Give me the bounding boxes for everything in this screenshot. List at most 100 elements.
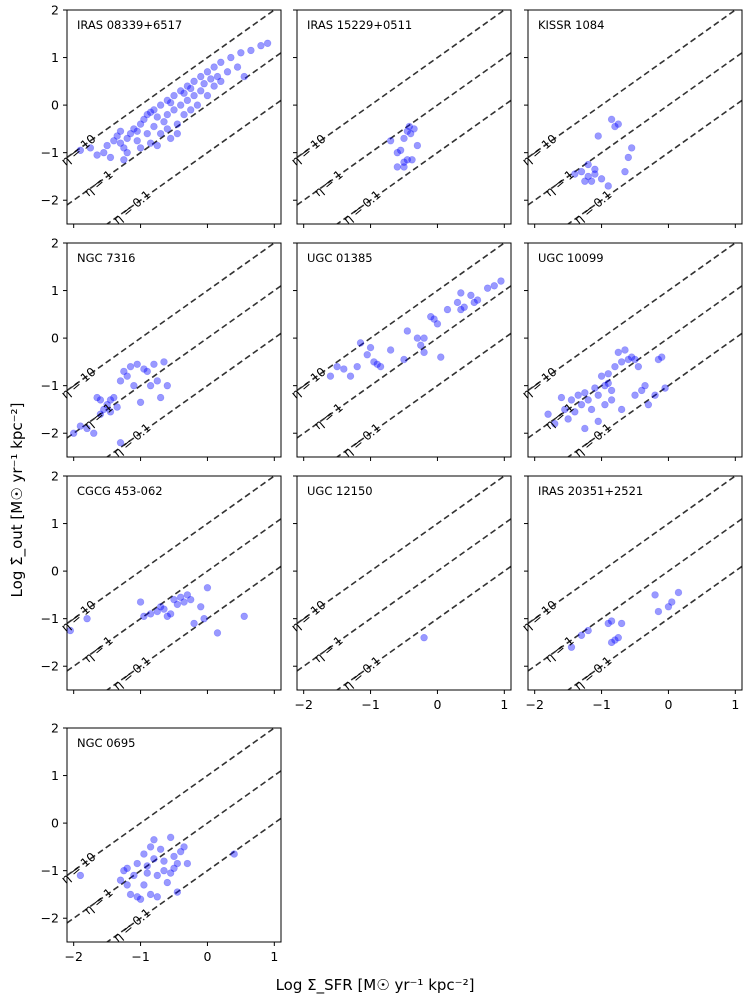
eta-label: η = 0.1 <box>340 421 383 460</box>
eta-lines <box>297 243 511 457</box>
data-point <box>594 391 602 399</box>
data-point <box>180 89 188 97</box>
panel-title: UGC 01385 <box>307 251 373 265</box>
data-point <box>143 862 151 870</box>
data-point <box>187 106 195 114</box>
data-point <box>651 591 659 599</box>
eta-line <box>335 332 511 457</box>
data-point <box>197 72 205 81</box>
data-point <box>607 386 616 395</box>
data-point <box>143 129 151 138</box>
eta-line <box>528 10 737 159</box>
data-point <box>90 429 98 437</box>
data-point <box>413 334 422 342</box>
data-point <box>120 144 128 152</box>
data-point <box>153 113 161 121</box>
data-point <box>386 346 395 354</box>
data-point <box>67 626 75 635</box>
data-point <box>180 598 188 606</box>
data-point <box>76 871 85 880</box>
data-point <box>176 847 185 856</box>
eta-line <box>67 52 281 206</box>
data-point <box>200 80 208 88</box>
eta-label: η = 0.1 <box>571 188 614 227</box>
data-point <box>564 415 572 423</box>
data-point <box>340 365 348 373</box>
y-tick-label: 0 <box>51 331 59 346</box>
eta-label: η = 0.1 <box>340 654 383 693</box>
data-point <box>150 855 158 863</box>
eta-line <box>297 243 506 392</box>
eta-label: η = 0.1 <box>571 421 614 460</box>
data-point <box>156 393 165 402</box>
data-points <box>420 633 428 642</box>
eta-lines <box>528 243 742 457</box>
data-point <box>604 370 612 378</box>
data-point <box>203 91 212 100</box>
panel-cgcg-453-062: η = 10η = 1η = 0.1 CGCG 453-062 −2 −1 0 1 2 <box>41 469 282 694</box>
data-point <box>607 115 616 124</box>
data-point <box>420 348 428 357</box>
eta-line <box>528 476 737 625</box>
panel-frame <box>66 727 282 943</box>
data-point <box>483 284 492 292</box>
data-point <box>153 141 161 150</box>
data-point <box>146 843 155 851</box>
data-point <box>146 381 155 390</box>
eta-lines <box>297 10 511 224</box>
data-point <box>116 139 125 147</box>
y-tick-label: 1 <box>51 516 59 531</box>
data-point <box>611 362 619 371</box>
eta-line <box>67 243 276 392</box>
eta-label: η = 10 <box>519 132 559 169</box>
data-point <box>240 72 248 81</box>
data-point <box>217 77 225 86</box>
data-point <box>604 182 612 190</box>
panel-title: NGC 0695 <box>77 736 135 750</box>
eta-line <box>528 52 742 206</box>
panel-title: UGC 12150 <box>307 484 373 498</box>
data-point <box>624 153 633 162</box>
data-point <box>146 139 155 147</box>
eta-label: η = 0.1 <box>110 654 153 693</box>
data-point <box>406 129 415 138</box>
eta-label: η = 10 <box>58 365 98 402</box>
data-point <box>176 593 185 601</box>
y-tick-label: −1 <box>41 611 59 626</box>
eta-label: η = 0.1 <box>110 906 153 945</box>
data-point <box>497 277 505 285</box>
x-tick-label: −1 <box>361 697 379 712</box>
data-point <box>170 91 178 100</box>
data-point <box>634 362 643 371</box>
data-point <box>607 638 616 647</box>
data-point <box>614 120 622 128</box>
eta-lines <box>67 476 281 690</box>
data-points <box>571 115 636 190</box>
data-point <box>126 362 135 371</box>
data-point <box>130 125 138 133</box>
data-point <box>561 405 569 414</box>
data-point <box>430 315 438 323</box>
eta-label: η = 1 <box>81 167 115 199</box>
data-point <box>136 598 145 606</box>
data-point <box>396 146 405 154</box>
data-point <box>611 636 619 644</box>
data-point <box>146 108 155 116</box>
data-point <box>213 72 222 81</box>
eta-line <box>67 518 281 672</box>
data-point <box>567 396 576 404</box>
data-point <box>150 836 158 844</box>
data-point <box>110 137 118 145</box>
eta-line <box>67 476 276 625</box>
data-point <box>664 603 673 611</box>
y-tick-label: 2 <box>51 721 59 736</box>
x-tick-label: −1 <box>131 949 149 964</box>
data-point <box>571 408 579 416</box>
y-tick-label: −2 <box>41 911 59 926</box>
panel-frame <box>66 475 282 691</box>
eta-label: η = 1 <box>311 400 345 432</box>
data-point <box>83 614 91 623</box>
data-point <box>183 96 192 105</box>
data-point <box>601 400 609 409</box>
